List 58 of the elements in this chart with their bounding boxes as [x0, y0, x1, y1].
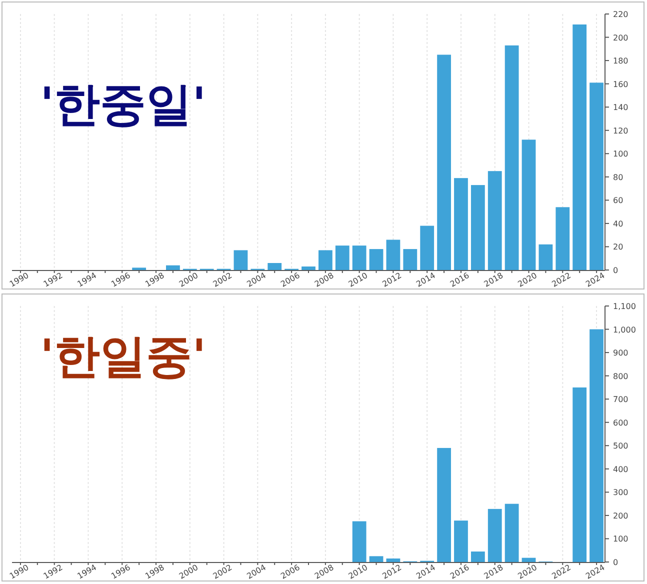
y-tick-label: 160	[613, 80, 628, 89]
bar	[522, 140, 536, 270]
y-tick-label: 1,000	[613, 325, 636, 334]
bar	[420, 226, 434, 270]
bar	[454, 520, 468, 562]
bar	[302, 266, 316, 270]
bar	[590, 82, 604, 270]
y-tick-label: 0	[613, 266, 618, 275]
bar	[504, 45, 519, 270]
bar	[437, 448, 451, 562]
y-tick-label: 600	[613, 418, 628, 428]
y-tick-label: 80	[613, 172, 624, 182]
bar	[522, 558, 536, 562]
bar	[538, 244, 553, 270]
y-tick-label: 60	[613, 196, 624, 206]
y-tick-label: 0	[613, 558, 618, 567]
y-tick-label: 1,100	[613, 302, 636, 311]
y-tick-label: 500	[613, 442, 628, 451]
y-tick-label: 700	[613, 395, 628, 404]
bar	[572, 387, 587, 562]
y-tick-label: 100	[613, 150, 628, 159]
bar	[470, 552, 485, 562]
bar	[488, 508, 502, 562]
bar	[572, 24, 587, 270]
y-tick-label: 220	[613, 10, 628, 19]
y-tick-label: 200	[613, 511, 628, 520]
text: '한중일'	[40, 77, 206, 131]
y-tick-label: 300	[613, 488, 628, 498]
bar	[488, 171, 502, 270]
y-tick-label: 180	[613, 56, 628, 66]
y-tick-label: 200	[613, 33, 628, 42]
bar	[369, 556, 384, 562]
y-tick-label: 400	[613, 464, 628, 474]
bar	[386, 240, 400, 270]
y-tick-label: 900	[613, 348, 628, 358]
bar	[454, 178, 468, 270]
y-tick-label: 800	[613, 372, 628, 381]
bar	[590, 329, 604, 562]
bar	[386, 558, 400, 562]
bar	[268, 263, 282, 270]
y-tick-label: 140	[613, 103, 628, 112]
bar	[556, 207, 570, 270]
bar	[166, 265, 180, 270]
y-tick-label: 100	[613, 534, 628, 544]
bar	[504, 504, 519, 562]
text: '한일중'	[40, 329, 206, 383]
bar	[318, 250, 332, 270]
bar	[470, 185, 485, 270]
y-tick-label: 20	[613, 242, 624, 252]
bar	[234, 250, 248, 270]
bar	[352, 246, 366, 270]
bar	[369, 249, 384, 270]
bar	[403, 249, 418, 270]
bar	[335, 246, 350, 270]
bar	[352, 521, 366, 562]
y-tick-label: 120	[613, 126, 628, 136]
bar	[437, 54, 451, 270]
y-tick-label: 40	[613, 219, 624, 228]
